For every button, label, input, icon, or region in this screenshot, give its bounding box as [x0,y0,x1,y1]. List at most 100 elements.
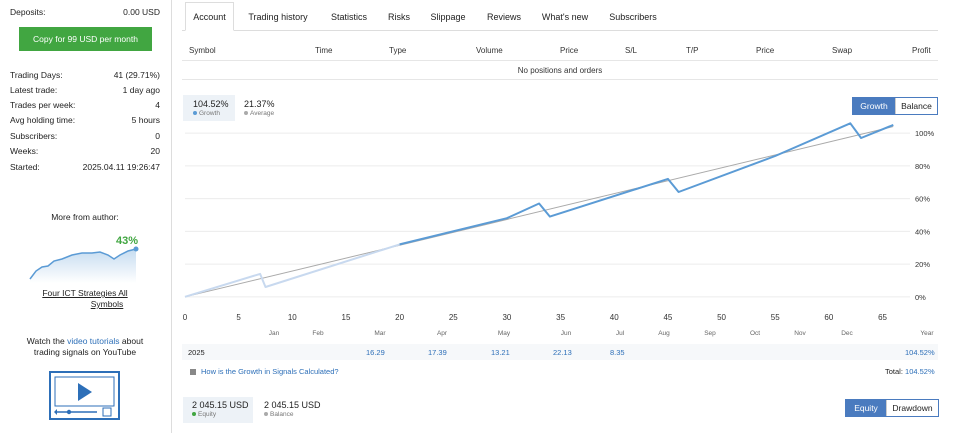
y-tick-label: 20% [915,260,930,269]
column-sl: S/L [625,46,638,55]
stat-value: 20 [150,146,160,156]
column-profit: Profit [912,46,931,55]
stat-value: 1 day ago [122,85,160,95]
tab-slippage[interactable]: Slippage [430,11,466,22]
tab-subscribers[interactable]: Subscribers [609,11,657,22]
sidebar: Deposits: 0.00 USD Copy for 99 USD per m… [0,0,170,433]
sidebar-divider [171,0,172,433]
x-tick-label: 65 [878,313,887,322]
equity-drawdown-toggle: Equity Drawdown [845,399,939,417]
video-tutorials-text: Watch the video tutorials about trading … [0,336,170,358]
column-type: Type [389,46,407,55]
average-value: 21.37% [244,99,275,109]
month-return-mar: 16.29 [366,348,385,357]
author-signal-name-line1: Four ICT Strategies All [42,288,128,298]
year-return-total: 104.52% [905,348,935,357]
column-swap: Swap [832,46,853,55]
author-signal-sparkline[interactable]: 43% [28,233,143,283]
video-player-icon[interactable] [49,371,120,420]
tab-statistics[interactable]: Statistics [330,11,367,22]
tab-bar: Account Trading history Statistics Risks… [182,0,938,31]
x-tick-label: 45 [663,313,672,322]
growth-chart: 0% 20% 40% 60% 80% 100% 0 5 10 15 20 25 30 35 40 45 50 55… [183,122,935,337]
more-from-author-title: More from author: [51,212,119,222]
month-label: Jul [616,330,625,337]
month-return-apr: 17.39 [428,348,447,357]
y-tick-label: 0% [915,293,926,302]
month-label: Nov [794,330,806,337]
month-label: Oct [750,330,760,337]
y-tick-label: 40% [915,227,930,236]
column-tp: T/P [686,46,699,55]
author-signal-growth: 43% [115,235,138,247]
how-growth-calculated-link[interactable]: How is the Growth in Signals Calculated? [190,367,339,376]
stat-value: 0 [155,131,160,141]
x-tick-label: 5 [236,313,241,322]
equity-value: 2 045.15 USD [192,400,249,410]
stat-value: 2025.04.11 19:26:47 [82,162,160,172]
average-series-line [184,126,894,298]
column-symbol: Symbol [189,46,216,55]
balance-label: Balance [270,411,294,418]
drawdown-toggle-button[interactable]: Drawdown [886,400,938,416]
stat-label: Weeks: [10,146,39,156]
growth-series-line-early [184,243,400,298]
year-returns-row: 2025 16.29 17.39 13.21 22.13 8.35 104.52… [182,344,938,360]
copy-signal-button[interactable]: Copy for 99 USD per month [19,27,152,51]
author-signal-name-line2: Symbols [90,299,124,309]
y-tick-label: 100% [915,129,935,138]
total-value: 104.52% [905,367,935,376]
stat-label: Avg holding time: [10,115,76,125]
equity-metric[interactable]: 2 045.15 USD Equity [183,397,253,423]
stat-label: Latest trade: [10,85,58,95]
watch-text-after: about [119,336,144,346]
deposits-value: 0.00 USD [123,7,160,17]
balance-toggle-button[interactable]: Balance [895,98,937,114]
stat-row: Started: 2025.04.11 19:26:47 [10,162,160,172]
month-label: Jun [561,330,572,337]
average-metric[interactable]: 21.37% Average [234,95,286,121]
month-return-jun: 22.13 [553,348,572,357]
deposits-label: Deposits: [10,7,46,17]
month-label: Sep [704,330,716,337]
x-tick-label: 60 [824,313,833,322]
column-volume: Volume [476,46,503,55]
average-dot-icon [244,111,248,116]
month-return-may: 13.21 [491,348,510,357]
tab-trading-history[interactable]: Trading history [248,11,308,22]
tab-whats-new[interactable]: What's new [541,11,589,22]
year-label: 2025 [188,348,205,357]
growth-value: 104.52% [193,99,229,109]
tab-account[interactable]: Account [185,2,234,31]
video-tutorials-link[interactable]: video tutorials [67,336,120,346]
month-label: Apr [437,330,448,337]
watch-text-line2: trading signals on YouTube [33,347,137,357]
stat-value: 5 hours [131,115,160,125]
growth-metric[interactable]: 104.52% Growth [183,95,235,121]
growth-toggle-button[interactable]: Growth [853,98,895,114]
x-tick-label: 55 [771,313,780,322]
balance-metric[interactable]: 2 045.15 USD Balance [255,397,325,423]
growth-balance-toggle: Growth Balance [852,97,938,115]
equity-toggle-button[interactable]: Equity [846,400,886,416]
x-tick-label: 40 [610,313,619,322]
sparkline-end-dot [133,246,139,252]
author-signal-link[interactable]: Four ICT Strategies All Symbols [0,288,170,310]
stat-row: Avg holding time: 5 hours [10,115,160,125]
column-time: Time [315,46,333,55]
tab-reviews[interactable]: Reviews [486,11,521,22]
x-tick-label: 20 [395,313,404,322]
month-label: Mar [374,330,386,337]
x-tick-label: 15 [342,313,351,322]
stat-label: Trades per week: [10,100,76,110]
growth-series-line [399,122,894,246]
month-label: May [498,330,511,337]
tab-risks[interactable]: Risks [388,11,410,22]
watch-text-before: Watch the [26,336,68,346]
x-tick-label: 30 [502,313,511,322]
equity-label: Equity [198,411,217,418]
x-tick-label: 10 [288,313,297,322]
video-play-icon [54,376,115,417]
positions-table-header: Symbol Time Type Volume Price S/L T/P Pr… [182,44,938,58]
stat-value: 41 (29.71%) [113,70,160,80]
